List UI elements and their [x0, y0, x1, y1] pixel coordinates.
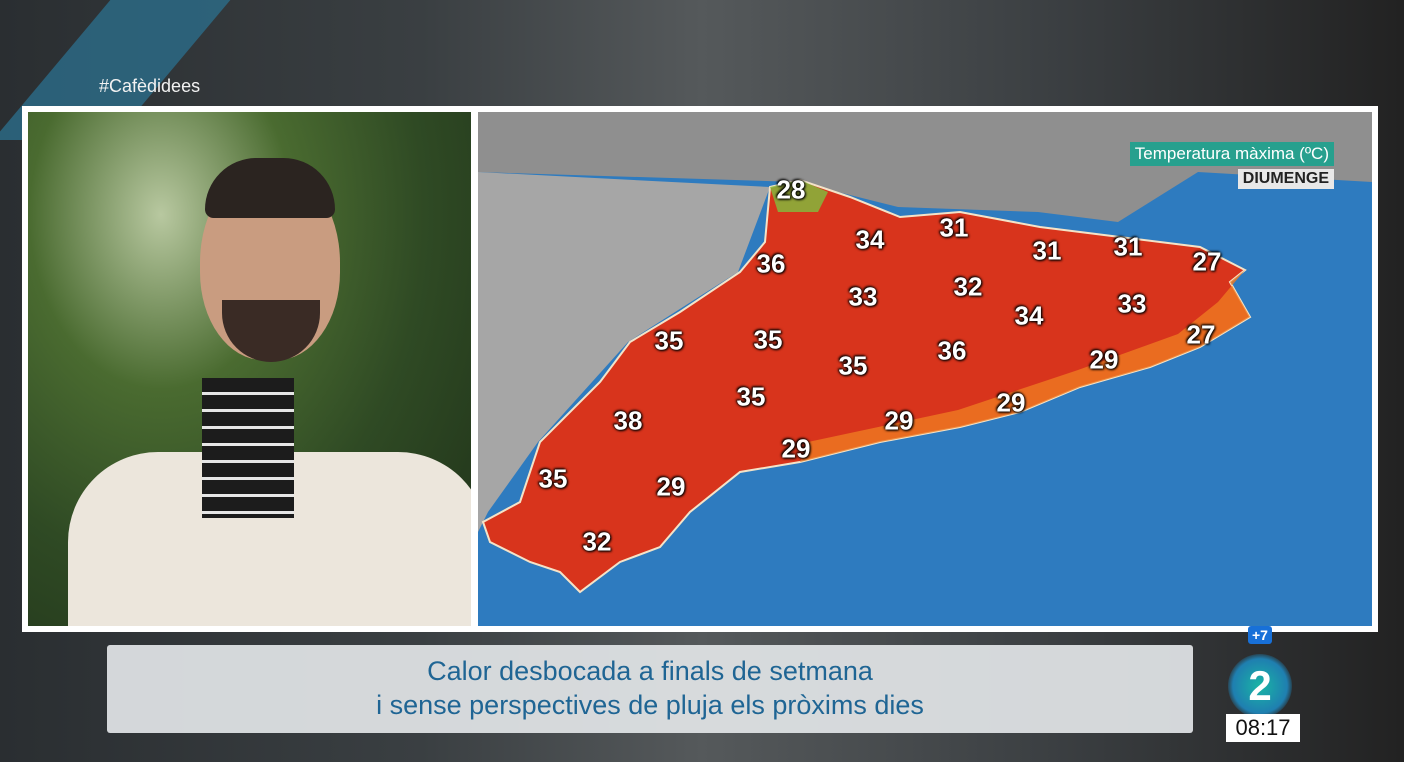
map-legend: Temperatura màxima (ºC) DIUMENGE — [1129, 142, 1334, 189]
temperature-label: 29 — [781, 433, 811, 464]
legend-title: Temperatura màxima (ºC) — [1129, 142, 1334, 166]
caption-line-2: i sense perspectives de pluja els pròxim… — [376, 690, 924, 720]
presenter-beard — [222, 300, 320, 362]
program-hashtag: #Cafèdidees — [99, 76, 201, 96]
temperature-label: 29 — [656, 471, 686, 502]
legend-day: DIUMENGE — [1237, 169, 1334, 189]
pyrenees-cool-zone — [770, 180, 828, 212]
temperature-label: 35 — [736, 381, 766, 412]
temperature-label: 27 — [1186, 319, 1216, 350]
temperature-label: 35 — [753, 324, 783, 355]
temperature-label: 38 — [613, 405, 643, 436]
temperature-label: 34 — [855, 224, 885, 255]
coastal-warm-band — [800, 270, 1250, 462]
temperature-label: 35 — [538, 463, 568, 494]
temperature-label: 32 — [953, 271, 983, 302]
temperature-label: 29 — [996, 387, 1026, 418]
temperature-label: 34 — [1014, 300, 1044, 331]
temperature-label: 31 — [1113, 231, 1143, 262]
age-rating-badge: +7 — [1248, 626, 1272, 644]
temperature-label: 31 — [939, 212, 969, 243]
temperature-label: 35 — [654, 325, 684, 356]
spain-land — [478, 172, 770, 532]
temperature-label: 27 — [1192, 246, 1222, 277]
france-land — [478, 112, 1372, 222]
weather-map: Temperatura màxima (ºC) DIUMENGE 28 34 31 3… — [478, 112, 1372, 626]
temperature-label: 31 — [1032, 235, 1062, 266]
presenter-hair — [205, 158, 335, 218]
temperature-label: 29 — [1089, 344, 1119, 375]
temperature-label: 32 — [582, 526, 612, 557]
presenter-video — [28, 112, 471, 626]
temperature-label: 33 — [1117, 288, 1147, 319]
temperature-label: 36 — [756, 248, 786, 279]
lower-third-caption: Calor desbocada a finals de setmana i se… — [107, 645, 1193, 733]
temperature-label: 36 — [937, 335, 967, 366]
caption-line-1: Calor desbocada a finals de setmana — [427, 656, 873, 686]
clock: 08:17 — [1226, 714, 1300, 742]
temperature-label: 28 — [776, 174, 806, 205]
map-graphic — [478, 112, 1372, 594]
presenter-shirt — [202, 378, 294, 518]
temperature-label: 33 — [848, 281, 878, 312]
channel-logo: 2 — [1228, 654, 1292, 718]
temperature-label: 35 — [838, 350, 868, 381]
temperature-label: 29 — [884, 405, 914, 436]
